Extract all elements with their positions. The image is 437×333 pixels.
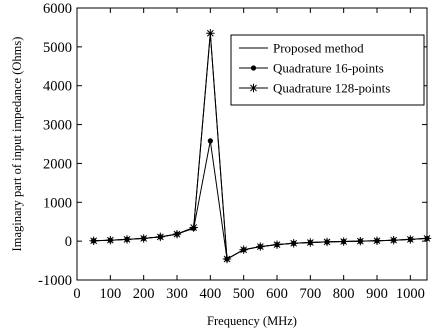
y-tick-label: 5000 — [43, 40, 72, 56]
data-point-star — [356, 236, 365, 246]
data-point-star — [239, 245, 248, 254]
data-point-dot — [207, 138, 213, 144]
x-tick-label: 0 — [73, 286, 80, 302]
x-tick-label: 600 — [266, 286, 288, 302]
y-tick-label: -1000 — [38, 273, 72, 289]
legend-label: Quadrature 128-points — [273, 81, 390, 96]
y-tick-label: 2000 — [43, 156, 72, 172]
data-point-star — [339, 237, 348, 246]
data-point-dot — [250, 65, 257, 71]
data-point-star — [249, 83, 258, 93]
y-tick-label: 1000 — [43, 195, 72, 211]
ticks-layer: 0 100 200 300 400 500 600 700 800 900 1000-1000010… — [38, 1, 427, 302]
data-point-star — [89, 236, 98, 245]
data-point-star — [139, 234, 148, 243]
series-layer — [89, 29, 432, 264]
y-tick-label: 0 — [65, 234, 72, 250]
y-tick-label: 4000 — [43, 79, 72, 95]
data-point-star — [206, 29, 215, 38]
data-point-star — [306, 238, 315, 247]
data-point-star — [272, 240, 282, 249]
data-point-star — [289, 239, 298, 248]
x-tick-label: 400 — [199, 286, 221, 302]
data-point-star — [222, 254, 232, 264]
x-tick-label: 200 — [133, 286, 155, 302]
data-point-star — [322, 237, 332, 247]
legend-box — [230, 34, 425, 106]
x-tick-label: 800 — [333, 286, 355, 302]
data-point-star — [172, 229, 182, 239]
plot-area — [76, 7, 428, 281]
x-tick-label: 700 — [299, 286, 321, 302]
x-axis-label: Frequency (MHz) — [207, 314, 297, 328]
data-point-star — [256, 242, 265, 251]
x-tick-label: 100 — [99, 286, 121, 302]
x-tick-label: 900 — [366, 286, 388, 302]
data-point-star — [422, 234, 432, 243]
data-point-star — [156, 232, 165, 242]
plot-frame — [76, 7, 428, 281]
series-quadrature-128-points — [89, 29, 432, 264]
y-tick-label: 3000 — [43, 118, 72, 134]
data-point-star — [189, 223, 198, 232]
data-point-star — [389, 235, 398, 245]
legend: Proposed method Quadrature 16-points Quadr… — [230, 34, 425, 106]
data-point-star — [122, 235, 132, 244]
x-tick-label: 500 — [233, 286, 255, 302]
x-tick-label: 300 — [166, 286, 188, 302]
data-point-star — [106, 235, 115, 245]
y-axis-label: Imaginary part of input impedance (Ohms) — [10, 37, 24, 252]
legend-label: Proposed method — [273, 41, 364, 56]
y-tick-label: 6000 — [43, 1, 72, 17]
x-tick-label: 1000 — [396, 286, 425, 302]
data-point-star — [372, 236, 382, 245]
legend-label: Quadrature 16-points — [273, 61, 384, 76]
data-point-star — [406, 235, 415, 244]
